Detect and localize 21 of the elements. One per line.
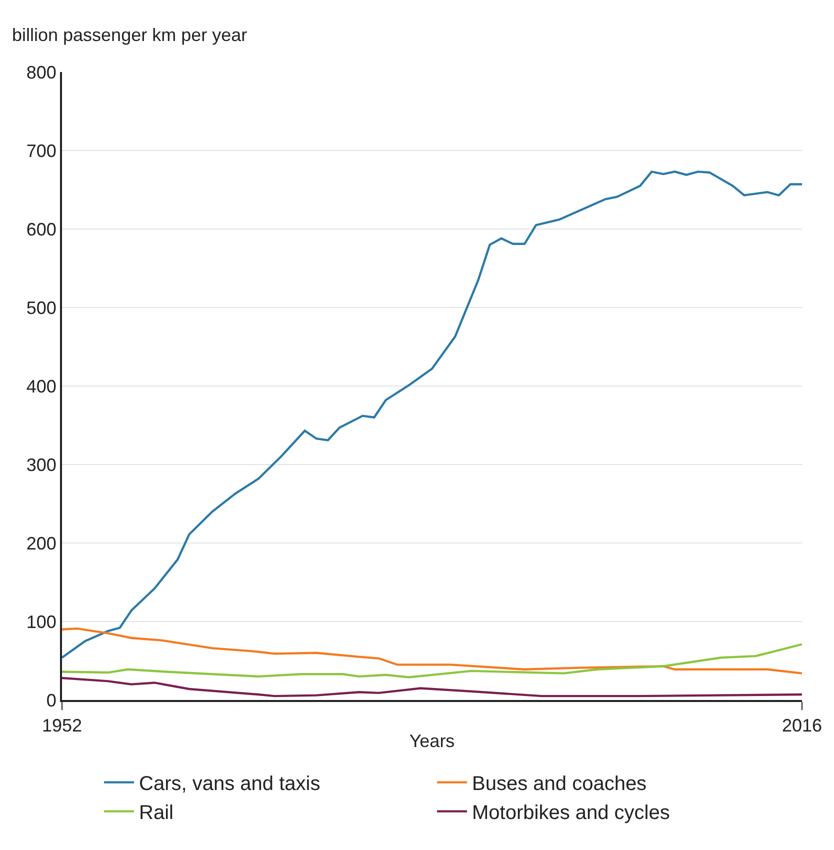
y-tick-label: 100	[26, 612, 56, 632]
legend-label: Cars, vans and taxis	[139, 773, 320, 796]
y-axis-title: billion passenger km per year	[12, 25, 248, 45]
legend-label: Rail	[139, 802, 174, 824]
y-tick-label: 800	[26, 62, 56, 82]
y-tick-label: 400	[26, 376, 56, 396]
line-series	[62, 627, 802, 674]
legend-label: Buses and coaches	[472, 773, 647, 796]
y-tick-label: 600	[26, 219, 56, 240]
y-tick-label: 300	[26, 454, 56, 475]
y-tick-label: 0	[46, 690, 56, 710]
x-tick-label: 1952	[42, 716, 82, 736]
line-series	[62, 643, 802, 678]
line-series	[62, 676, 802, 698]
y-tick-label: 700	[26, 140, 56, 161]
legend-label: Motorbikes and cycles	[472, 802, 670, 824]
x-tick-label: 2016	[782, 716, 822, 736]
line-series	[62, 170, 802, 659]
x-axis-title: Years	[409, 731, 455, 752]
y-tick-label: 500	[26, 298, 56, 318]
y-tick-label: 200	[26, 533, 56, 554]
